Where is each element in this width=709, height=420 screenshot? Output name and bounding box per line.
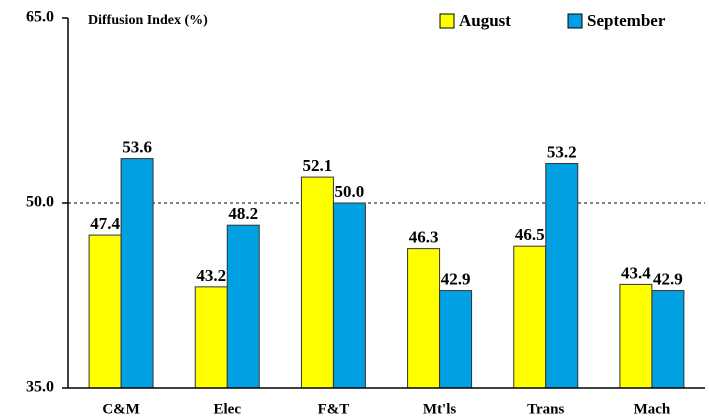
data-label: 53.2 (547, 142, 577, 161)
y-tick-label: 35.0 (26, 379, 54, 396)
bar (226, 224, 260, 389)
y-tick-label: 50.0 (26, 194, 54, 211)
x-tick-label: C&M (102, 401, 140, 417)
y-tick-label: 65.0 (26, 9, 54, 26)
bar (407, 248, 441, 389)
legend-label: September (587, 11, 666, 30)
bar (332, 202, 366, 389)
legend-swatch (567, 13, 583, 29)
data-label: 48.2 (228, 204, 258, 223)
x-tick-label: Elec (214, 401, 242, 417)
x-tick-label: Mt'ls (423, 401, 456, 417)
y-axis-label: Diffusion Index (%) (88, 13, 208, 28)
data-label: 42.9 (653, 269, 683, 288)
bar (120, 158, 154, 389)
legend-label: August (459, 11, 511, 30)
data-label: 53.6 (122, 138, 152, 157)
bar (300, 176, 334, 389)
data-label: 50.0 (335, 182, 365, 201)
data-label: 43.4 (621, 263, 651, 282)
bar (619, 283, 653, 389)
legend-swatch (439, 13, 455, 29)
bar (651, 290, 685, 389)
data-label: 43.2 (196, 266, 226, 285)
bar (194, 286, 228, 389)
data-label: 46.3 (409, 228, 439, 247)
data-label: 47.4 (90, 214, 120, 233)
bar (88, 234, 122, 389)
bar (439, 290, 473, 389)
x-tick-label: Trans (527, 401, 564, 417)
bar (545, 163, 579, 389)
data-label: 46.5 (515, 225, 545, 244)
data-label: 52.1 (303, 156, 333, 175)
x-tick-label: F&T (318, 401, 350, 417)
bar (513, 245, 547, 389)
data-label: 42.9 (441, 269, 471, 288)
x-tick-label: Mach (634, 401, 671, 417)
